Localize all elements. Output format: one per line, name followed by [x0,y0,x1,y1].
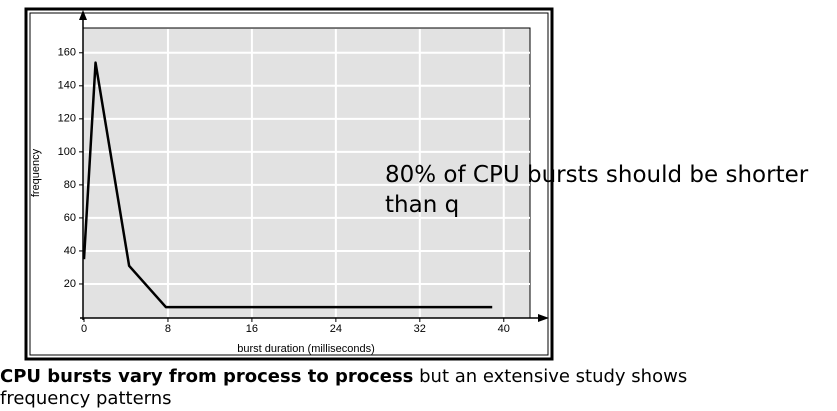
x-tick-label: 32 [414,323,426,335]
y-tick-label: 60 [64,212,76,224]
y-tick-label: 120 [58,113,76,125]
caption-bold: CPU bursts vary from process to process [0,366,414,387]
x-arrow [538,314,549,322]
plot-area [82,27,531,319]
x-tick-label: 0 [81,323,87,335]
y-tick-label: 140 [58,80,76,92]
y-tick-label: 160 [58,47,76,59]
x-tick-label: 8 [165,323,171,335]
data-line [82,61,493,309]
y-tick-label: 40 [64,245,76,257]
x-tick-label: 24 [330,323,342,335]
frame [24,7,554,361]
y-tick-label: 80 [64,179,76,191]
frame-inner [29,12,549,356]
y-tick-label: 20 [64,278,76,290]
x-axis-label: burst duration (milliseconds) [237,343,375,355]
x-tick-label: 16 [246,323,258,335]
x-tick-label: 40 [498,323,510,335]
caption: CPU bursts vary from process to process … [0,366,720,410]
y-arrow [79,10,87,20]
annotation: 80% of CPU bursts should be shorter than… [385,162,809,218]
y-axis-label: frequency [30,148,42,197]
y-tick-label: 100 [58,146,76,158]
caption-text: but an extensive study shows frequency p… [0,366,688,409]
chart: burst duration (milliseconds) frequency … [24,7,554,361]
